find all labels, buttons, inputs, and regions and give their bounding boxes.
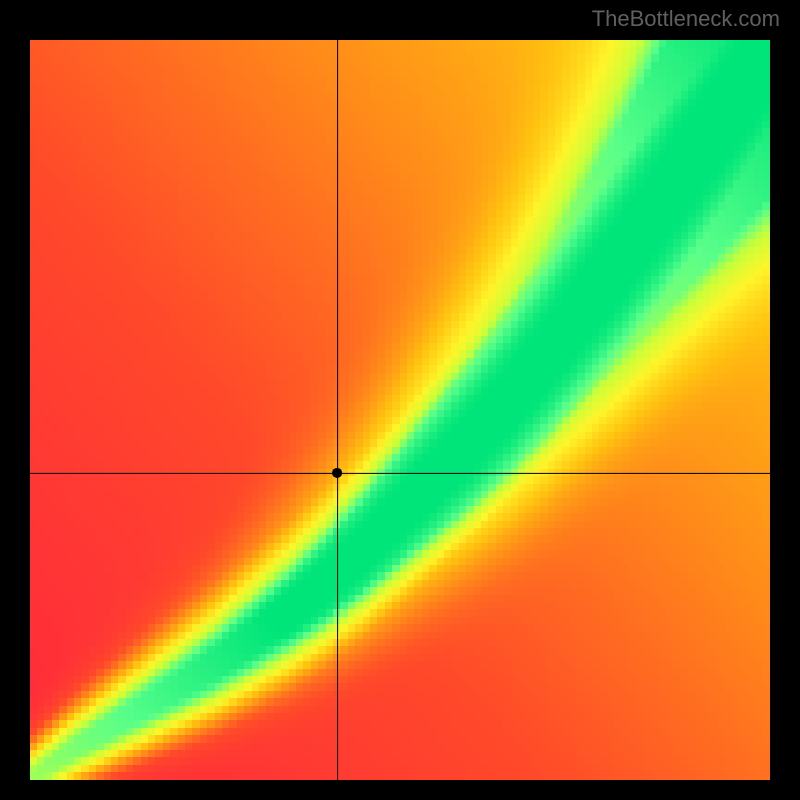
bottleneck-heatmap [30, 40, 770, 780]
heatmap-canvas [30, 40, 770, 780]
watermark-text: TheBottleneck.com [592, 6, 780, 32]
